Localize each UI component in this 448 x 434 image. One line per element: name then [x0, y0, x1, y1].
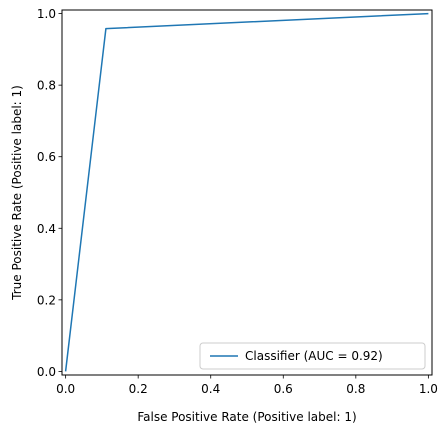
y-tick-label: 0.2: [37, 293, 56, 307]
legend-box: [199, 342, 426, 370]
y-tick-label: 0.0: [37, 365, 56, 379]
y-tick-label: 0.4: [37, 222, 56, 236]
y-tick-label: 1.0: [37, 7, 56, 21]
x-tick-label: 0.4: [201, 382, 220, 396]
roc-curve-line: [64, 12, 429, 372]
x-tick-label: 0.6: [274, 382, 293, 396]
x-tick-label: 0.2: [129, 382, 148, 396]
y-axis-label: True Positive Rate (Positive label: 1): [10, 85, 24, 301]
x-tick-label: 0.8: [346, 382, 365, 396]
x-tick-label: 1.0: [419, 382, 438, 396]
plot-frame: [61, 9, 433, 376]
x-axis-ticks: 0.0 0.2 0.4 0.6 0.8 1.0: [56, 375, 438, 396]
plot-area-background: [62, 10, 432, 375]
legend: Classifier (AUC = 0.92): [199, 342, 426, 370]
legend-label: Classifier (AUC = 0.92): [245, 349, 383, 363]
y-axis-ticks: 0.0 0.2 0.4 0.6 0.8 1.0: [37, 7, 62, 379]
y-tick-label: 0.8: [37, 79, 56, 93]
y-tick-label: 0.6: [37, 150, 56, 164]
x-axis-label: False Positive Rate (Positive label: 1): [137, 410, 356, 424]
series-layer: [64, 12, 429, 372]
x-tick-label: 0.0: [56, 382, 75, 396]
